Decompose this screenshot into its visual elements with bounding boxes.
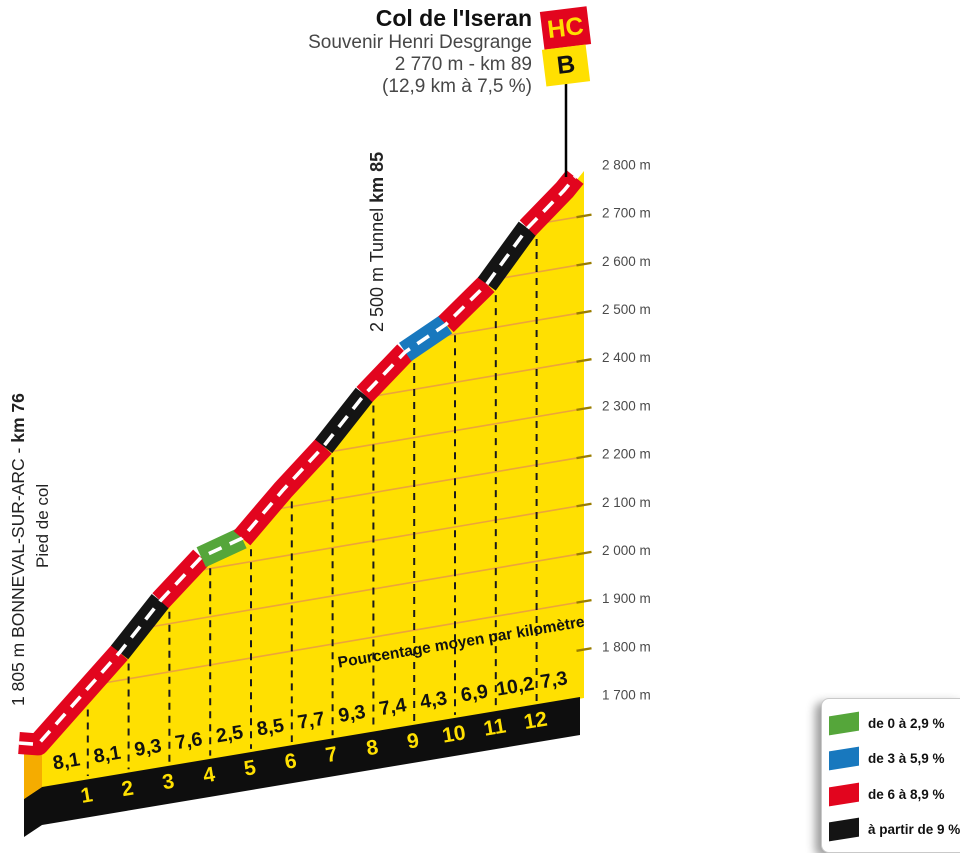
elevation-gridline-2400 [372,359,585,398]
gradient-legend: de 0 à 2,9 % de 3 à 5,9 % de 6 à 8,9 % à pa… [821,698,960,853]
elevation-tick-2300 [576,406,592,412]
legend-swatch-0 [829,711,859,735]
elevation-tick-2200 [576,454,592,460]
gradient-label-8: 9,3 [337,701,368,727]
elevation-label-2400: 2 400 m [602,350,651,365]
elevation-tick-2500 [576,309,592,315]
legend-swatch-3 [829,818,859,842]
climb-stats-line: (12,9 km à 7,5 %) [382,76,532,97]
gradient-label-10: 4,3 [418,687,449,713]
km-number-8: 8 [365,736,381,761]
km-number-2: 2 [120,777,135,802]
elevation-tick-2700 [576,213,592,219]
elevation-label-2100: 2 100 m [602,495,651,510]
hc-badge-label: HC [545,11,586,44]
climb-summit-line: 2 770 m - km 89 [394,54,532,75]
elevation-label-1900: 1 900 m [602,591,651,606]
km-number-11: 11 [482,714,508,740]
elevation-tick-2100 [576,502,592,508]
bonus-badge: B [541,44,591,87]
elevation-gridline-2600 [500,263,585,280]
elevation-tick-1800 [576,647,592,652]
elevation-tick-2400 [576,358,592,363]
legend-swatch-1 [829,746,859,771]
elevation-gridline-1900 [100,600,585,685]
elevation-label-1800: 1 800 m [602,639,651,654]
legend-row-2: de 6 à 8,9 % [829,779,960,809]
km-number-12: 12 [522,708,549,735]
legend-swatch-2 [829,782,859,807]
elevation-label-2600: 2 600 m [602,254,651,269]
gradient-label-4: 7,6 [174,728,205,754]
gradient-label-9: 7,4 [378,694,409,720]
elevation-label-2000: 2 000 m [602,543,651,558]
title-block: Col de l'Iseran Souvenir Henri Desgrange… [60,5,532,98]
km-number-7: 7 [324,743,339,768]
climb-title: Col de l'Iseran [375,5,532,31]
km-number-4: 4 [201,763,217,788]
road-centerline [18,175,577,747]
legend-label-2: de 6 à 8,9 % [868,786,945,802]
gradient-label-6: 8,5 [255,714,286,740]
gradient-label-7: 7,7 [296,708,326,734]
gradient-label-5: 2,5 [214,721,245,747]
elevation-gridline-2100 [196,504,585,572]
legend-row-1: de 3 à 5,9 % [829,744,960,774]
elevation-tick-2000 [576,550,592,556]
km-number-5: 5 [242,756,258,781]
km-number-10: 10 [441,721,468,748]
gradient-label-11: 6,9 [459,680,490,706]
legend-label-3: à partir de 9 % [868,822,960,838]
tunnel-label: 2 500 m Tunnel km 85 [367,152,387,332]
elevation-tick-1900 [576,598,592,604]
elevation-tick-2600 [576,261,592,267]
elevation-label-2700: 2 700 m [602,206,651,221]
legend-row-0: de 0 à 2,9 % [829,708,960,738]
elevation-label-2800: 2 800 m [602,158,651,173]
km-number-9: 9 [405,729,420,754]
elevation-label-2500: 2 500 m [602,302,651,317]
gradient-label-3: 9,3 [133,735,164,761]
gradient-label-1: 8,1 [51,748,82,774]
legend-row-3: à partir de 9 % [829,815,960,845]
elevation-gridline-2000 [148,552,585,628]
climb-subtitle: Souvenir Henri Desgrange [308,32,532,53]
elevation-gridline-2500 [429,311,585,340]
pied-de-col-label: Pied de col [33,484,52,568]
elevation-label-2200: 2 200 m [602,447,651,462]
legend-label-1: de 3 à 5,9 % [868,751,945,767]
km-number-1: 1 [79,783,95,808]
gradient-label-2: 8,1 [92,742,123,768]
gradient-label-13: 7,3 [539,667,570,693]
legend-label-0: de 0 à 2,9 % [868,715,945,731]
elevation-label-2300: 2 300 m [602,398,651,413]
elevation-gridline-2200 [275,456,585,511]
elevation-label-1700: 1 700 m [602,688,651,703]
hc-category-badge: HC [539,6,592,50]
km-number-3: 3 [161,770,176,795]
start-label: 1 805 m BONNEVAL-SUR-ARC - km 76 [8,393,28,706]
base-band [24,697,580,837]
bonus-badge-label: B [555,50,577,81]
km-number-6: 6 [283,749,298,774]
